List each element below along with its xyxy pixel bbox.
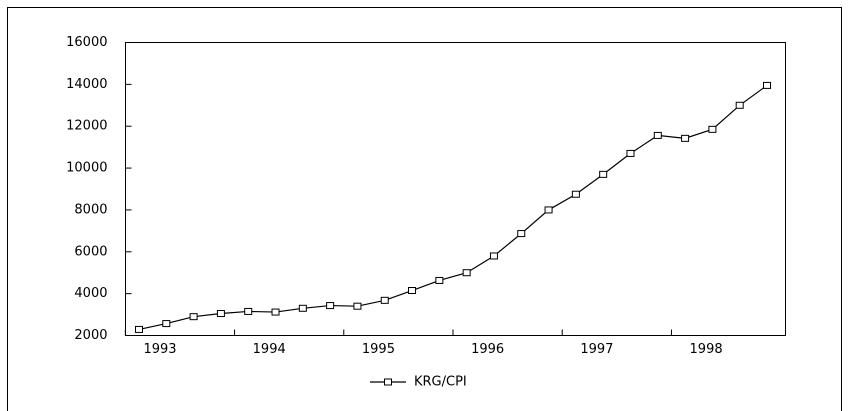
- data-point: [216, 310, 225, 318]
- plot-frame: [125, 42, 786, 336]
- data-point: [517, 230, 526, 238]
- x-tick-label: 1994: [253, 342, 286, 357]
- data-point: [571, 190, 580, 198]
- y-tick-label: 10000: [66, 161, 107, 176]
- data-point: [380, 296, 389, 304]
- data-point: [435, 276, 444, 284]
- data-point: [544, 206, 553, 214]
- x-tick-label: 1997: [580, 342, 613, 357]
- y-tick-label: 8000: [74, 202, 107, 217]
- x-tick-label: 1998: [690, 342, 723, 357]
- data-point: [189, 313, 198, 321]
- data-point: [708, 125, 717, 133]
- legend-marker: [384, 378, 392, 386]
- data-point: [681, 134, 690, 142]
- legend-label: KRG/CPI: [414, 375, 467, 390]
- data-point: [298, 304, 307, 312]
- series-line: [138, 84, 768, 331]
- x-tick-label: 1993: [143, 342, 176, 357]
- data-point: [599, 170, 608, 178]
- data-point: [735, 101, 744, 109]
- data-point: [162, 320, 171, 328]
- data-point: [135, 325, 143, 333]
- data-point: [408, 287, 417, 295]
- data-point: [244, 307, 253, 315]
- y-tick-label: 6000: [74, 244, 107, 259]
- data-point: [653, 131, 662, 139]
- data-point: [462, 269, 471, 277]
- outer-frame: [7, 7, 842, 411]
- x-tick-label: 1995: [362, 342, 395, 357]
- y-tick-label: 12000: [66, 119, 107, 134]
- data-point: [489, 252, 498, 260]
- x-tick-label: 1996: [471, 342, 504, 357]
- y-tick-label: 2000: [74, 328, 107, 343]
- y-tick-label: 4000: [74, 286, 107, 301]
- y-tick-label: 16000: [66, 35, 107, 50]
- data-point: [626, 149, 635, 157]
- data-point: [353, 302, 362, 310]
- data-point: [271, 308, 280, 316]
- data-point: [326, 302, 335, 310]
- data-point: [763, 81, 771, 89]
- y-tick-label: 14000: [66, 77, 107, 92]
